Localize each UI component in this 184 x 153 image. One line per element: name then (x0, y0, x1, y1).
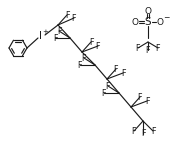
Text: O: O (132, 17, 139, 26)
Text: +: + (43, 29, 48, 35)
Text: F: F (72, 13, 76, 22)
Text: F: F (114, 65, 118, 73)
Text: F: F (82, 54, 86, 62)
Text: F: F (78, 60, 82, 69)
Text: O: O (157, 17, 164, 26)
Text: O: O (144, 6, 151, 15)
Text: F: F (106, 82, 110, 91)
Text: F: F (132, 127, 136, 136)
Text: F: F (89, 37, 93, 47)
Text: F: F (156, 43, 160, 52)
Text: F: F (146, 45, 150, 54)
Text: I: I (40, 31, 43, 41)
Text: −: − (163, 13, 169, 22)
Text: S: S (145, 17, 151, 27)
Text: F: F (145, 97, 149, 106)
Text: F: F (102, 88, 106, 97)
Text: F: F (138, 93, 142, 101)
Text: F: F (151, 127, 155, 136)
Text: F: F (121, 69, 125, 78)
Text: F: F (65, 11, 69, 19)
Text: F: F (53, 34, 57, 43)
Text: F: F (96, 41, 100, 50)
Text: F: F (136, 43, 140, 52)
Text: F: F (57, 26, 61, 35)
Text: F: F (141, 129, 145, 138)
